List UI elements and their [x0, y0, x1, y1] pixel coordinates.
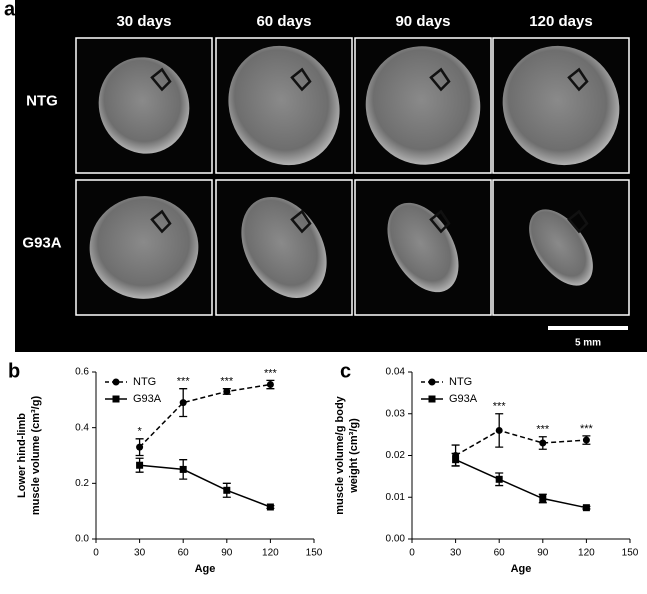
legend-label: NTG — [133, 376, 156, 388]
mri-slice — [89, 196, 199, 299]
y-axis-label: weight (cm³/g) — [348, 418, 360, 494]
x-axis-label: Age — [511, 563, 532, 575]
marker — [582, 436, 590, 444]
panel-label: a — [4, 0, 16, 20]
y-tick-label: 0.04 — [386, 367, 406, 378]
x-tick-label: 0 — [93, 548, 99, 559]
panel-label: b — [8, 360, 20, 382]
x-tick-label: 90 — [221, 548, 233, 559]
column-label: 120 days — [529, 13, 592, 30]
row-label: NTG — [26, 92, 58, 109]
y-axis-label: muscle volume/g body — [334, 395, 346, 514]
significance: *** — [580, 423, 594, 435]
mri-slice — [228, 45, 340, 166]
legend-label: G93A — [133, 393, 162, 405]
series-line — [455, 458, 587, 509]
marker — [266, 503, 274, 511]
mri-slice — [98, 57, 190, 154]
marker — [112, 378, 120, 386]
y-tick-label: 0.00 — [386, 534, 406, 545]
panel-label: c — [340, 360, 351, 382]
x-tick-label: 30 — [450, 548, 462, 559]
marker — [539, 439, 547, 447]
series-line — [139, 383, 271, 448]
marker — [495, 475, 503, 483]
marker — [136, 443, 144, 451]
marker — [428, 395, 436, 403]
series-line — [455, 429, 587, 457]
marker — [223, 486, 231, 494]
marker — [223, 387, 231, 395]
mri-slice — [241, 197, 327, 298]
mri-grid — [75, 37, 630, 316]
mri-slice — [365, 46, 481, 165]
significance: *** — [177, 376, 191, 388]
significance: * — [137, 426, 142, 438]
bone — [429, 67, 451, 92]
marker — [266, 381, 274, 389]
marker — [179, 399, 187, 407]
bone — [290, 67, 312, 92]
marker — [112, 395, 120, 403]
y-tick-label: 0.6 — [75, 367, 89, 378]
x-tick-label: 120 — [578, 548, 595, 559]
bone — [567, 209, 589, 234]
marker — [452, 456, 460, 464]
mri-slice — [387, 202, 459, 293]
x-tick-label: 0 — [409, 548, 415, 559]
x-axis-label: Age — [195, 563, 216, 575]
bone — [150, 209, 172, 234]
legend-label: G93A — [449, 393, 478, 405]
column-label: 60 days — [256, 13, 311, 30]
y-tick-label: 0.2 — [75, 478, 89, 489]
y-tick-label: 0.0 — [75, 534, 89, 545]
marker — [539, 495, 547, 503]
significance: *** — [493, 401, 507, 413]
x-tick-label: 30 — [134, 548, 146, 559]
mri-slice — [502, 45, 620, 166]
y-tick-label: 0.01 — [386, 492, 406, 503]
significance: *** — [220, 376, 234, 388]
marker — [428, 378, 436, 386]
marker — [495, 426, 503, 434]
x-tick-label: 150 — [622, 548, 639, 559]
x-tick-label: 60 — [178, 548, 190, 559]
row-label: G93A — [22, 234, 61, 251]
significance: *** — [536, 424, 550, 436]
y-tick-label: 0.4 — [75, 422, 89, 433]
y-tick-label: 0.03 — [386, 408, 406, 419]
bone — [150, 67, 172, 92]
x-tick-label: 150 — [306, 548, 323, 559]
marker — [179, 465, 187, 473]
y-axis-label: Lower hind-limb — [16, 413, 28, 498]
x-tick-label: 60 — [494, 548, 506, 559]
column-label: 90 days — [395, 13, 450, 30]
y-tick-label: 0.02 — [386, 450, 406, 461]
bone — [567, 67, 589, 92]
y-axis-label: muscle volume (cm³/g) — [30, 396, 42, 516]
bone — [429, 209, 451, 234]
series-line — [139, 464, 271, 508]
x-tick-label: 120 — [262, 548, 279, 559]
significance: *** — [264, 367, 278, 379]
x-tick-label: 90 — [537, 548, 549, 559]
scale-bar-label: 5 mm — [575, 338, 601, 349]
bone — [290, 209, 312, 234]
column-label: 30 days — [116, 13, 171, 30]
marker — [582, 504, 590, 512]
marker — [136, 461, 144, 469]
legend-label: NTG — [449, 376, 472, 388]
